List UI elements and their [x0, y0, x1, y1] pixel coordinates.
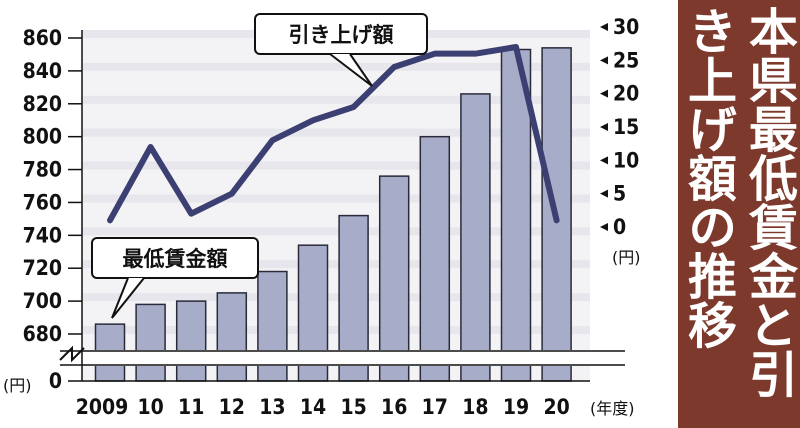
x-tick-label: 14 [300, 395, 326, 419]
x-tick-label: 20 [543, 395, 569, 419]
left-tick-label: 820 [23, 92, 62, 116]
left-tick-label: 720 [23, 256, 62, 280]
grid-band [82, 326, 590, 334]
series-line [107, 44, 560, 224]
bar [135, 303, 166, 382]
right-tick-label: 5 [613, 182, 626, 206]
grid-band [82, 128, 590, 137]
grid-band [82, 227, 590, 236]
x-tick-label: 18 [462, 395, 488, 419]
right-tick-mark [600, 223, 608, 231]
right-tick-mark [600, 156, 608, 165]
x-unit-label: (年度) [590, 399, 635, 418]
x-tick-label: 19 [503, 395, 529, 419]
left-tick-label: 740 [23, 223, 62, 247]
left-tick-label: 700 [23, 289, 62, 313]
right-tick-mark [600, 189, 608, 198]
left-tick-label: 780 [23, 158, 62, 182]
left-tick-label: 680 [23, 322, 62, 346]
bar [419, 135, 451, 382]
bar-callout-box [91, 237, 259, 279]
bar [175, 300, 207, 382]
line-series [107, 44, 560, 224]
right-tick-label: 25 [613, 48, 639, 72]
line-callout-pointer [329, 53, 373, 87]
bar-callout-label: 最低賃金額 [123, 247, 228, 271]
chart-title: 本県最低賃金と引き上げ額の推移 [680, 6, 798, 398]
grid-band [82, 161, 590, 170]
x-tick-label: 17 [422, 395, 448, 419]
x-tick-label: 11 [178, 395, 204, 419]
x-tick-label: 10 [137, 395, 163, 419]
left-tick-label: 840 [23, 59, 62, 83]
right-tick-mark [600, 89, 608, 98]
right-tick-mark [600, 56, 608, 65]
right-axis: 30 25 20 15 10 5 0 (円) [600, 15, 641, 267]
grid-band [82, 95, 590, 104]
x-axis: 2009 10 11 12 13 14 15 16 17 18 19 20 (年度) [76, 395, 635, 419]
axis-break-zigzag [59, 345, 85, 363]
line-callout-label: 引き上げ額 [289, 23, 394, 47]
bar-callout-pointer [111, 277, 145, 319]
grid-band [82, 194, 590, 203]
axis-break-band [60, 350, 625, 366]
axis-break [59, 30, 625, 382]
left-unit-label: (円) [3, 376, 32, 395]
right-tick-label: 10 [613, 148, 639, 172]
x-tick-label: 2009 [76, 395, 129, 419]
x-tick-label: 16 [381, 395, 407, 419]
bar [460, 93, 491, 382]
right-tick-label: 15 [613, 115, 639, 139]
right-tick-mark [600, 23, 608, 31]
right-tick-label: 30 [613, 15, 639, 39]
title-panel: 本県最低賃金と引き上げ額の推移 [678, 0, 800, 428]
left-tick-label: 0 [49, 369, 62, 393]
left-tick-label: 760 [23, 190, 62, 214]
grid-band [82, 62, 590, 71]
bar [216, 292, 248, 382]
x-tick-label: 15 [340, 395, 366, 419]
right-tick-mark [600, 123, 608, 131]
right-tick-label: 0 [613, 215, 626, 239]
left-tick-label: 800 [23, 125, 62, 149]
left-tick-label: 860 [23, 26, 62, 50]
x-tick-label: 12 [219, 395, 245, 419]
grid-band [82, 260, 590, 269]
right-unit-label: (円) [612, 248, 641, 267]
chart-plot: 860 840 820 800 780 760 740 720 700 680 0 (円) 30 25 2… [3, 13, 641, 419]
x-tick-label: 13 [259, 395, 285, 419]
left-axis: 860 840 820 800 780 760 740 720 700 680 0 (円) [3, 26, 82, 395]
right-tick-label: 20 [613, 82, 639, 106]
grid-band [82, 293, 590, 302]
